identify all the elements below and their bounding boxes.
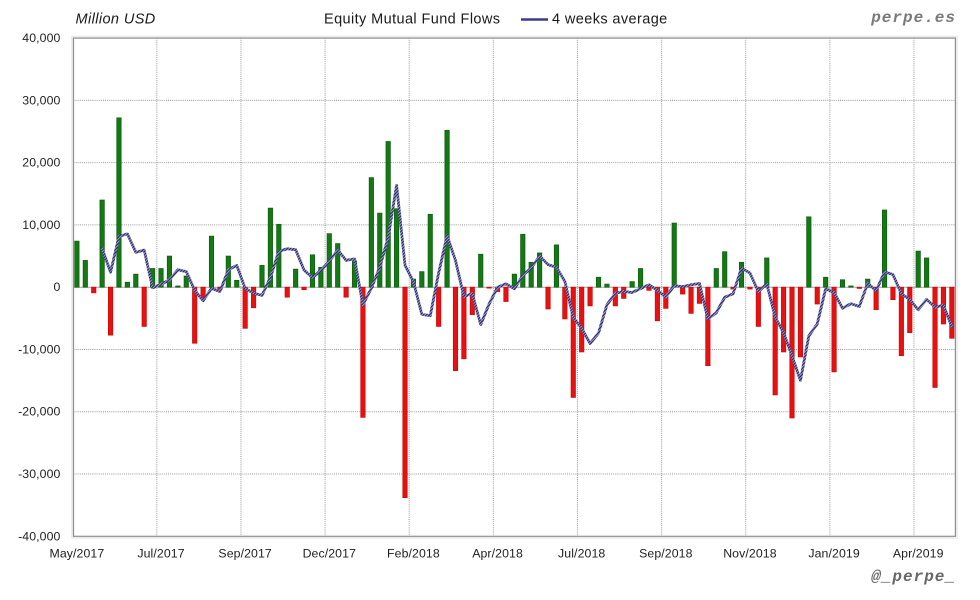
svg-text:20,000: 20,000 — [22, 156, 60, 170]
svg-text:perpe.es: perpe.es — [870, 9, 956, 27]
svg-text:May/2017: May/2017 — [49, 547, 104, 561]
svg-text:Nov/2018: Nov/2018 — [723, 547, 777, 561]
svg-text:0: 0 — [54, 280, 61, 294]
svg-text:Jan/2019: Jan/2019 — [808, 547, 859, 561]
svg-text:Jul/2017: Jul/2017 — [137, 547, 184, 561]
svg-text:Apr/2018: Apr/2018 — [472, 547, 523, 561]
svg-text:Sep/2018: Sep/2018 — [639, 547, 693, 561]
svg-text:Dec/2017: Dec/2017 — [303, 547, 357, 561]
svg-text:-40,000: -40,000 — [18, 529, 60, 543]
svg-text:Sep/2017: Sep/2017 — [218, 547, 272, 561]
svg-text:Apr/2019: Apr/2019 — [893, 547, 944, 561]
svg-text:40,000: 40,000 — [22, 31, 60, 45]
svg-text:Jul/2018: Jul/2018 — [558, 547, 605, 561]
svg-text:-20,000: -20,000 — [18, 405, 60, 419]
svg-text:-10,000: -10,000 — [18, 342, 60, 356]
svg-text:30,000: 30,000 — [22, 93, 60, 107]
svg-text:Million USD: Million USD — [76, 12, 156, 28]
svg-text:4 weeks average: 4 weeks average — [552, 12, 668, 28]
svg-text:Equity Mutual Fund Flows: Equity Mutual Fund Flows — [324, 12, 500, 28]
svg-text:-30,000: -30,000 — [18, 467, 60, 481]
svg-text:10,000: 10,000 — [22, 218, 60, 232]
svg-text:@_perpe_: @_perpe_ — [871, 568, 956, 586]
svg-text:Feb/2018: Feb/2018 — [387, 547, 440, 561]
